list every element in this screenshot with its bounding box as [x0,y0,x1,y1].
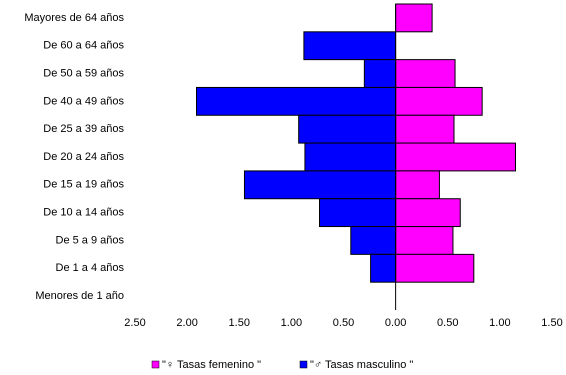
bar [395,142,517,172]
bar [395,170,440,200]
x-tick-label: 1.50 [541,317,562,329]
bar [303,31,397,61]
y-tick-label: De 10 a 14 años [43,207,124,219]
bar [395,86,483,116]
x-tick-label: 0.00 [385,317,406,329]
bar [196,86,397,116]
y-tick-label: De 40 a 49 años [43,95,124,107]
legend-swatch [299,360,308,369]
x-tick-label: 2.50 [124,317,145,329]
y-tick-label: De 5 a 9 años [56,234,125,246]
y-tick-label: De 15 a 19 años [43,179,124,191]
bar [319,198,397,228]
x-tick-label: 1.00 [281,317,302,329]
x-tick-label: 2.00 [176,317,197,329]
bar [363,59,397,88]
legend-label: "♂ Tasas masculino " [310,359,413,371]
x-tick-label: 0.50 [333,317,354,329]
bar [370,253,397,283]
bar [395,198,461,228]
bar [395,59,456,88]
legend-label: "♀ Tasas femenino " [162,359,261,371]
y-tick-label: De 60 a 64 años [43,40,124,52]
bar [395,114,455,144]
legend-swatch [151,360,160,369]
bar [395,226,454,255]
bar [395,253,475,283]
bar [304,142,397,172]
y-tick-label: De 50 a 59 años [43,67,124,79]
x-tick-label: 1.50 [229,317,250,329]
y-tick-label: Mayores de 64 años [24,12,124,24]
bar [243,170,397,200]
x-tick-label: 1.00 [489,317,510,329]
y-tick-label: Menores de 1 año [35,290,124,302]
y-tick-label: De 25 a 39 años [43,123,124,135]
bar [298,114,397,144]
bar [350,226,397,255]
y-tick-label: De 1 a 4 años [56,262,125,274]
x-tick-label: 0.50 [437,317,458,329]
bar [395,3,433,33]
y-tick-label: De 20 a 24 años [43,151,124,163]
